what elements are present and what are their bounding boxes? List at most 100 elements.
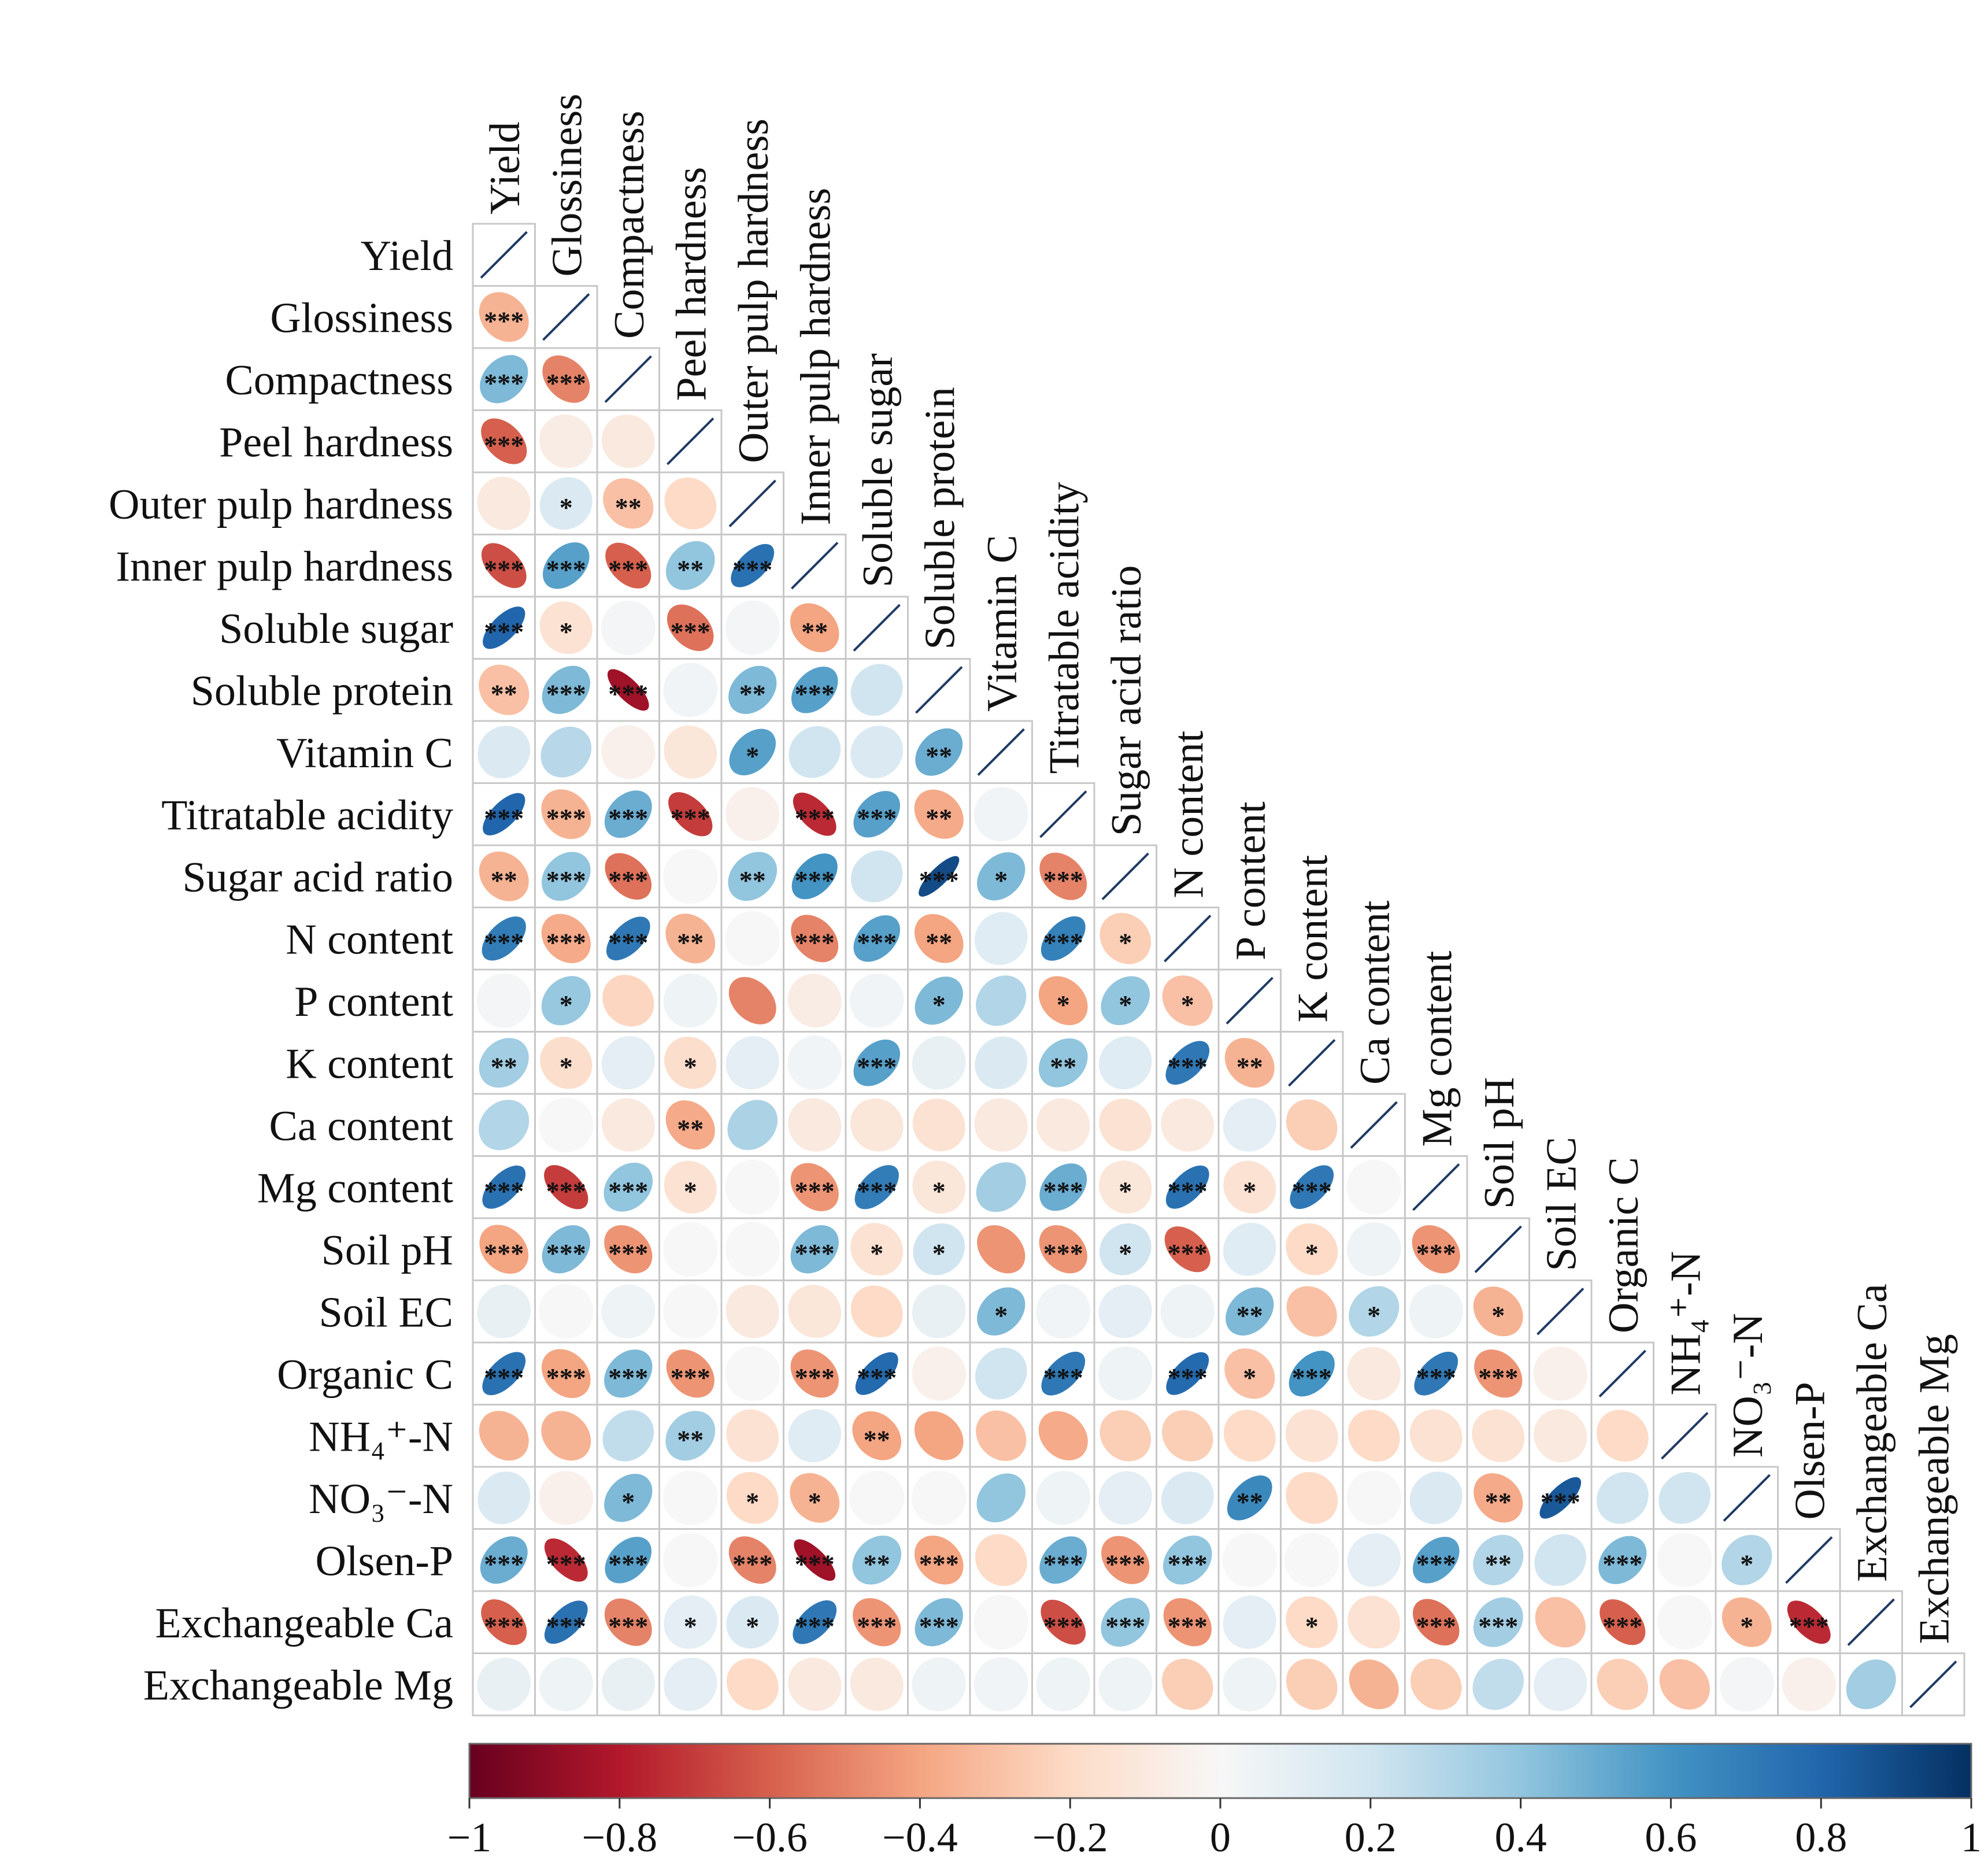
- corr-ellipse: [664, 1595, 717, 1649]
- corr-ellipse: [667, 604, 714, 652]
- corr-ellipse: [477, 1284, 531, 1338]
- corr-ellipse: [1098, 1160, 1152, 1214]
- corr-ellipse: [477, 476, 531, 530]
- corr-ellipse: [1539, 1477, 1582, 1519]
- corr-ellipse: [479, 1225, 529, 1274]
- row-label-no-n: NO₃⁻-N: [309, 1475, 453, 1523]
- significance-stars: ***: [484, 368, 524, 398]
- corr-ellipse: [1598, 1536, 1647, 1584]
- corr-ellipse: [1719, 1657, 1774, 1712]
- significance-stars: ***: [1168, 1549, 1208, 1578]
- significance-stars: *: [746, 741, 759, 771]
- corr-ellipse: [477, 726, 531, 779]
- corr-ellipse: [912, 1099, 965, 1152]
- corr-ellipse: [665, 541, 715, 590]
- corr-ellipse: [1162, 1410, 1213, 1462]
- corr-ellipse: [662, 849, 718, 904]
- corr-ellipse: [728, 665, 777, 714]
- significance-stars: *: [1305, 1238, 1319, 1268]
- corr-ellipse: [787, 974, 842, 1028]
- significance-stars: *: [1243, 1176, 1256, 1205]
- significance-stars: **: [1237, 1300, 1263, 1330]
- corr-ellipse: [1039, 1163, 1087, 1211]
- significance-stars: ***: [546, 368, 586, 398]
- corr-ellipse: [542, 542, 590, 589]
- significance-stars: *: [808, 1487, 821, 1517]
- significance-stars: ***: [1043, 1363, 1083, 1392]
- corr-ellipse: [1099, 1410, 1151, 1462]
- column-label-p-content: P content: [1227, 801, 1275, 960]
- corr-ellipse: [1162, 1659, 1213, 1710]
- corr-ellipse: [1223, 1098, 1276, 1152]
- corr-ellipse: [477, 1471, 531, 1525]
- corr-ellipse: [725, 911, 780, 966]
- significance-stars: ***: [1043, 1549, 1083, 1578]
- corr-ellipse: [973, 1595, 1029, 1650]
- corr-ellipse: [602, 975, 654, 1027]
- significance-stars: ***: [1416, 1363, 1456, 1392]
- column-label-soluble-protein: Soluble protein: [916, 387, 964, 649]
- colorbar-tick-label: −0.2: [1032, 1814, 1108, 1861]
- corr-ellipse: [1286, 1223, 1338, 1275]
- column-label-soil-ph: Soil pH: [1476, 1077, 1523, 1209]
- corr-ellipse: [665, 1411, 716, 1461]
- colorbar-tick-label: −0.8: [582, 1814, 657, 1861]
- diagonal-mark: [480, 231, 528, 279]
- corr-ellipse: [539, 414, 593, 468]
- corr-ellipse: [725, 1222, 780, 1277]
- corr-ellipse: [1036, 1657, 1090, 1711]
- significance-stars: **: [864, 1549, 890, 1578]
- significance-stars: ***: [795, 1176, 835, 1205]
- significance-stars: ***: [857, 1363, 897, 1392]
- significance-stars: ***: [795, 866, 835, 895]
- corr-ellipse: [538, 1284, 594, 1339]
- corr-ellipse: [791, 915, 839, 963]
- significance-stars: ***: [484, 306, 524, 335]
- corr-ellipse: [727, 1100, 778, 1151]
- corr-ellipse: [1289, 1351, 1335, 1397]
- significance-stars: *: [932, 990, 946, 1019]
- corr-ellipse: [974, 1098, 1028, 1152]
- significance-stars: ***: [919, 1549, 959, 1578]
- significance-stars: ***: [1168, 1176, 1208, 1205]
- corr-ellipse: [1722, 1597, 1772, 1647]
- significance-stars: *: [1181, 990, 1194, 1019]
- corr-ellipse: [480, 355, 528, 404]
- significance-stars: **: [491, 679, 517, 708]
- colorbar-tick-label: −0.6: [732, 1814, 808, 1861]
- significance-stars: ***: [546, 1176, 586, 1205]
- significance-stars: ***: [795, 1363, 835, 1392]
- significance-stars: *: [870, 1238, 883, 1268]
- corr-ellipse: [606, 916, 650, 961]
- significance-stars: ***: [671, 617, 710, 646]
- corr-ellipse: [481, 543, 527, 589]
- row-label-outer-pulp-hardness: Outer pulp hardness: [109, 481, 453, 528]
- diagonal-mark: [1350, 1101, 1398, 1149]
- significance-stars: ***: [484, 927, 524, 957]
- significance-stars: *: [932, 1176, 946, 1205]
- row-label-vitamin-c: Vitamin C: [276, 730, 453, 777]
- corr-ellipse: [790, 1225, 839, 1274]
- significance-stars: ***: [484, 1549, 524, 1578]
- corr-ellipse: [1041, 1351, 1086, 1396]
- corr-ellipse: [1161, 1098, 1215, 1152]
- corr-ellipse: [976, 1473, 1026, 1523]
- diagonal-mark: [1537, 1288, 1585, 1336]
- significance-stars: ***: [608, 1549, 648, 1578]
- corr-ellipse: [1534, 1409, 1587, 1463]
- corr-ellipse: [787, 1035, 842, 1090]
- diagonal-mark: [667, 417, 715, 465]
- significance-stars: ***: [857, 803, 897, 833]
- column-label-organic-c: Organic C: [1600, 1157, 1648, 1333]
- corr-ellipse: [1223, 1410, 1276, 1462]
- significance-stars: **: [925, 741, 952, 771]
- corr-ellipse: [728, 1536, 776, 1584]
- significance-stars: **: [615, 493, 642, 522]
- significance-stars: **: [677, 927, 704, 957]
- corr-ellipse: [1036, 1471, 1090, 1525]
- significance-stars: **: [491, 1052, 517, 1081]
- significance-stars: ***: [1043, 927, 1083, 957]
- corr-ellipse: [1412, 1599, 1460, 1646]
- significance-stars: *: [1740, 1611, 1753, 1641]
- corr-ellipse: [604, 1349, 653, 1398]
